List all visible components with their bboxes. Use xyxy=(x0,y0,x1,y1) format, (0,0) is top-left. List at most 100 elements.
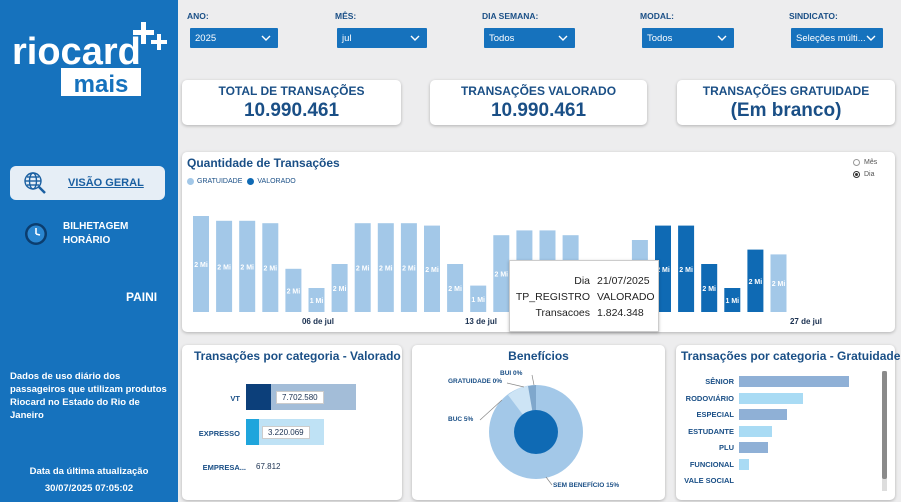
kpi-card-gratuidade: TRANSAÇÕES GRATUIDADE (Em branco) xyxy=(677,80,895,125)
category-bar[interactable] xyxy=(739,376,849,387)
chart-bar[interactable] xyxy=(400,223,417,312)
chart-bar[interactable] xyxy=(655,225,671,312)
pie-label: SEM BENEFÍCIO 15% xyxy=(553,482,620,489)
category-label: PLU xyxy=(719,443,734,452)
bar-data-label: 2 Mi xyxy=(240,264,254,271)
category-label: FUNCIONAL xyxy=(689,459,734,469)
x-tick-label: 13 de jul xyxy=(465,317,497,326)
filter-modal-dropdown[interactable]: Todos xyxy=(642,28,734,48)
nav-item-visao-geral[interactable]: VISÃO GERAL xyxy=(10,166,165,200)
gratuidade-panel-title: Transações por categoria - Gratuidade xyxy=(681,349,901,363)
chart-bar[interactable] xyxy=(239,220,256,312)
filter-label-mes: MÊS: xyxy=(335,11,357,21)
category-bar[interactable] xyxy=(739,442,768,453)
filter-sindicato-value: Seleções múlti... xyxy=(796,32,866,44)
bar-data-label: 2 Mi xyxy=(287,288,301,295)
sidebar: riocard mais VISÃO GERAL xyxy=(0,0,178,502)
update-label: Data da última atualização xyxy=(29,466,149,477)
pie-label: GRATUIDADE 0% xyxy=(448,378,503,385)
bar-data-label: 2 Mi xyxy=(217,264,231,271)
chevron-down-icon xyxy=(410,35,420,41)
x-tick-label: 06 de jul xyxy=(302,317,334,326)
filter-dia-semana-dropdown[interactable]: Todos xyxy=(484,28,575,48)
bar-data-label: 2 Mi xyxy=(194,262,208,269)
chart-bar[interactable] xyxy=(447,264,464,312)
toggle-mes[interactable]: Mês xyxy=(853,159,877,166)
bar-data-label: 2 Mi xyxy=(702,286,716,293)
filter-modal-value: Todos xyxy=(647,32,673,44)
bar-data-label: 1 Mi xyxy=(310,298,324,305)
chart-bar[interactable] xyxy=(424,225,440,312)
chart-bar[interactable] xyxy=(747,249,764,312)
kpi-title: TRANSAÇÕES VALORADO xyxy=(460,84,617,98)
chart-bar[interactable] xyxy=(308,288,325,312)
kpi-title: TRANSAÇÕES GRATUIDADE xyxy=(702,84,870,98)
category-label: VT xyxy=(230,394,240,403)
x-tick-label: 27 de jul xyxy=(790,317,822,326)
painel-partial-label: PAINI xyxy=(126,290,158,304)
sidebar-description: Dados de uso diário dos passageiros que … xyxy=(10,371,167,421)
chart-bar[interactable] xyxy=(770,254,787,312)
svg-text:riocard: riocard xyxy=(12,31,141,73)
filter-sindicato-dropdown[interactable]: Seleções múlti... xyxy=(791,28,883,48)
globe-search-icon xyxy=(22,170,48,196)
bar-data-label: 2 Mi xyxy=(425,267,439,274)
toggle-dia[interactable]: Dia xyxy=(853,171,875,178)
nav-label-bilhetagem: BILHETAGEM xyxy=(63,221,129,232)
bar-data-label: 2 Mi xyxy=(772,281,786,288)
bar-data-label: 2 Mi xyxy=(494,272,508,279)
chart-bar[interactable] xyxy=(262,223,279,312)
chart-bar[interactable] xyxy=(678,225,695,312)
tooltip-value: VALORADO xyxy=(597,291,655,303)
data-label: 67.812 xyxy=(256,462,281,471)
category-bar[interactable] xyxy=(739,458,749,470)
chart-bar[interactable] xyxy=(470,285,487,312)
chart-bar[interactable] xyxy=(193,216,209,312)
filter-label-modal: MODAL: xyxy=(640,11,674,21)
main-chart-title: Quantidade de Transações xyxy=(187,156,340,170)
bar-data-label: 2 Mi xyxy=(263,266,277,273)
beneficios-card: Benefícios BUI 0% GRATUIDADE 0% BUC 5% S… xyxy=(412,345,665,500)
category-label: RODOVIÁRIO xyxy=(685,393,734,403)
filter-mes-dropdown[interactable]: jul xyxy=(337,28,427,48)
filter-label-ano: ANO: xyxy=(187,11,209,21)
nav-label-visao-geral: VISÃO GERAL xyxy=(68,177,144,189)
data-label: 3.220.069 xyxy=(262,426,310,439)
filter-mes-value: jul xyxy=(342,32,352,44)
category-label: ESPECIAL xyxy=(696,410,734,419)
filter-label-sindicato: SINDICATO: xyxy=(789,11,838,21)
category-bar xyxy=(246,384,271,410)
chevron-down-icon xyxy=(261,35,271,41)
category-bar[interactable] xyxy=(739,425,772,437)
category-bar[interactable] xyxy=(739,392,803,404)
chart-bar[interactable] xyxy=(724,288,741,312)
category-bar[interactable] xyxy=(739,409,788,420)
chart-bar[interactable] xyxy=(331,264,348,312)
tooltip-value: 1.824.348 xyxy=(597,307,644,319)
chart-bar[interactable] xyxy=(701,264,718,312)
kpi-card-valorado: TRANSAÇÕES VALORADO 10.990.461 xyxy=(430,80,647,125)
tooltip-key: Dia xyxy=(574,275,590,287)
clock-icon xyxy=(24,222,48,246)
bar-data-label: 2 Mi xyxy=(379,266,393,273)
bar-data-label: 2 Mi xyxy=(656,267,670,274)
chart-bar[interactable] xyxy=(354,223,371,312)
chart-bar[interactable] xyxy=(377,223,394,312)
kpi-value: 10.990.461 xyxy=(243,100,340,121)
legend-label-gratuidade: GRATUIDADE xyxy=(197,178,243,185)
toggle-label-dia: Dia xyxy=(864,171,875,178)
radio-dia[interactable] xyxy=(853,171,860,178)
chart-tooltip: Dia 21/07/2025 TP_REGISTRO VALORADO Tran… xyxy=(509,260,659,332)
chart-bar[interactable] xyxy=(216,220,233,312)
category-label: SÊNIOR xyxy=(705,377,734,386)
chart-bar[interactable] xyxy=(493,235,510,312)
riocard-logo: riocard mais xyxy=(10,16,170,100)
valorado-category-card: Transações por categoria - Valorado VT E… xyxy=(182,345,402,500)
radio-mes[interactable] xyxy=(853,159,860,166)
scrollbar-thumb[interactable] xyxy=(882,371,887,479)
chart-bar[interactable] xyxy=(285,268,302,312)
data-label: 7.702.580 xyxy=(276,391,324,404)
nav-item-bilhetagem-horario[interactable]: BILHETAGEM HORÁRIO xyxy=(10,216,165,250)
filter-ano-dropdown[interactable]: 2025 xyxy=(190,28,278,48)
category-label: EMPRESA... xyxy=(202,463,246,472)
